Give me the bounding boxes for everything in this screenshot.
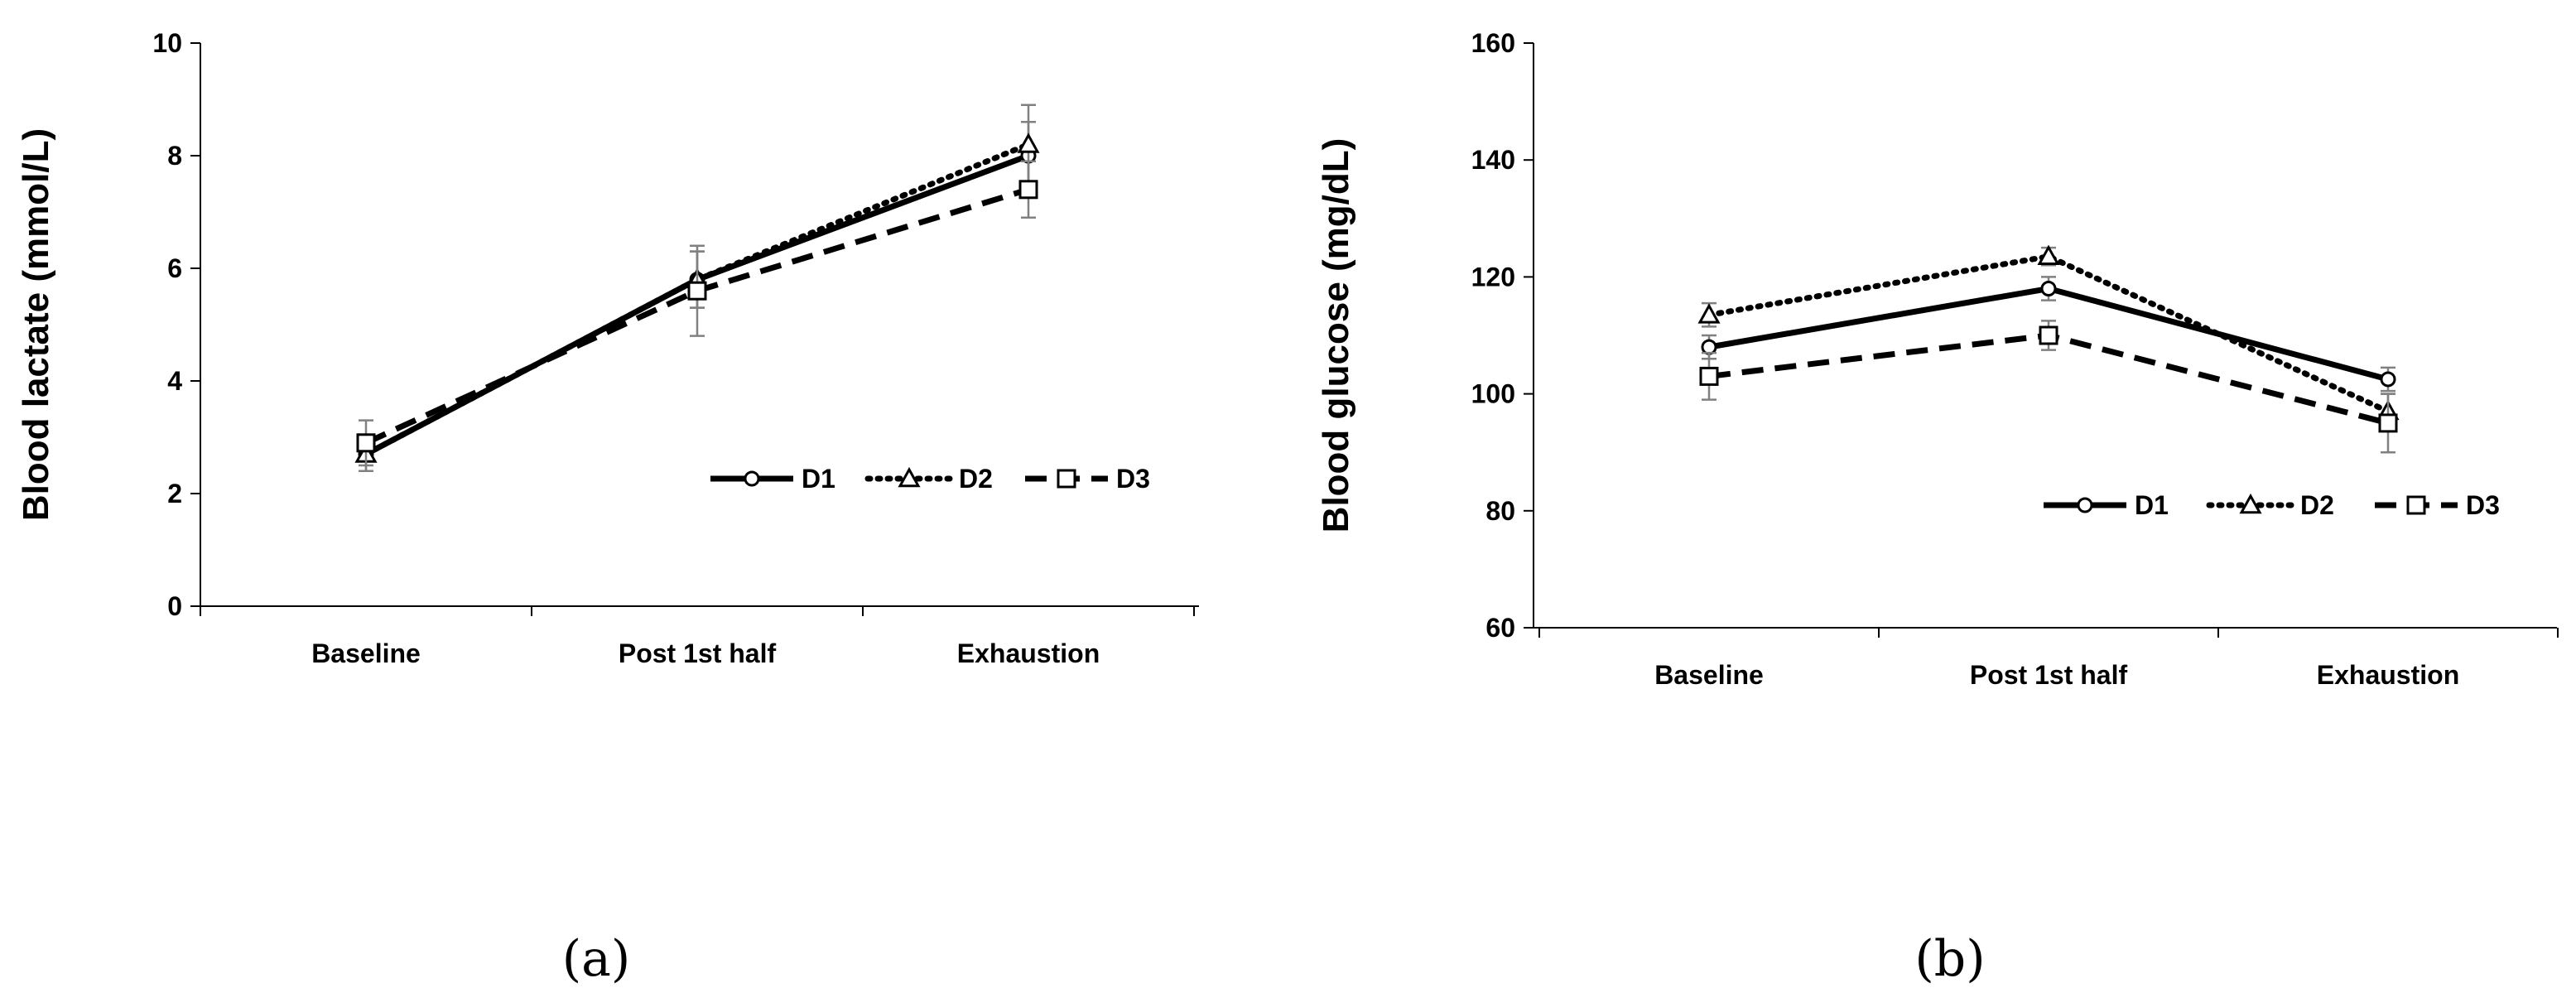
x-tick-label: Post 1st half	[1970, 660, 2128, 690]
data-point-square	[2378, 413, 2398, 433]
y-tick-label: 8	[167, 141, 182, 171]
y-tick-label: 10	[152, 28, 182, 58]
x-tick-label: Baseline	[311, 638, 421, 668]
x-tick-label: Baseline	[1654, 660, 1764, 690]
chart-panel-b: 60 80 100 120 140 160 Baseline Post 1st half Exh…	[1316, 28, 2559, 988]
y-tick-label: 6	[167, 253, 182, 283]
series-d1	[1701, 276, 2396, 393]
y-tick-label: 2	[167, 479, 182, 508]
legend-label: D3	[2466, 490, 2500, 520]
x-tick-label: Exhaustion	[957, 638, 1100, 668]
data-point-triangle	[1697, 303, 1721, 324]
legend-marker-triangle	[898, 466, 921, 488]
x-tick-label: Post 1st half	[619, 638, 777, 668]
data-point-triangle	[2037, 244, 2060, 265]
panel-label: (a)	[562, 930, 631, 988]
data-point-circle	[2040, 281, 2057, 297]
y-axis-title: Blood lactate (mmol/L)	[16, 128, 56, 521]
y-axis-title: Blood glucose (mg/dL)	[1316, 138, 1356, 533]
data-point-square	[356, 433, 376, 453]
legend-marker-circle	[2077, 497, 2093, 513]
legend-marker-square	[1057, 469, 1076, 489]
legend-marker-square	[2406, 495, 2426, 515]
legend-label: D2	[2300, 490, 2334, 520]
legend-marker-triangle	[2239, 493, 2262, 514]
x-tick-label: Exhaustion	[2317, 660, 2459, 690]
series-d3	[356, 160, 1038, 467]
legend: D1 D2 D3	[2044, 490, 2500, 520]
chart-panel-a: 0 2 4 6 8 10 Baseline Post 1st half Exhaustion Bl…	[16, 28, 1199, 988]
data-point-square	[2039, 325, 2058, 345]
panel-label: (b)	[1914, 930, 1985, 988]
y-tick-label: 4	[167, 366, 182, 396]
legend-label: D1	[2135, 490, 2169, 520]
y-tick-label: 140	[1471, 145, 1515, 175]
legend-label: D3	[1116, 464, 1150, 494]
y-tick-label: 60	[1485, 613, 1515, 643]
data-point-square	[1699, 366, 1719, 386]
legend: D1 D2 D3	[710, 464, 1150, 494]
data-point-circle	[2380, 371, 2396, 388]
data-point-square	[687, 281, 707, 301]
legend-label: D2	[959, 464, 993, 494]
data-point-circle	[1701, 339, 1717, 355]
y-tick-label: 0	[167, 591, 182, 621]
legend-label: D1	[802, 464, 835, 494]
data-point-triangle	[1017, 132, 1040, 153]
series-d3	[1699, 320, 2398, 454]
y-tick-label: 120	[1471, 262, 1515, 292]
y-tick-label: 100	[1471, 379, 1515, 409]
y-tick-label: 80	[1485, 496, 1515, 526]
y-tick-label: 160	[1471, 28, 1515, 58]
legend-marker-circle	[744, 470, 760, 487]
data-point-square	[1018, 180, 1038, 200]
